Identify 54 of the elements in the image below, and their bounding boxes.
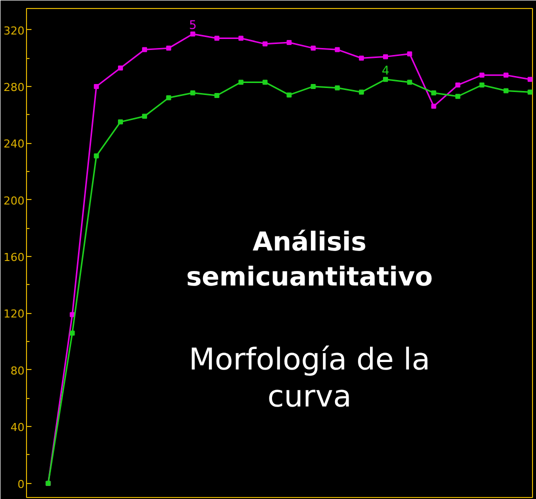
point [383,76,388,82]
point [383,54,388,60]
y-tick-label: 320 [4,24,25,38]
point [528,76,532,82]
point [166,46,172,51]
series-label: 4 [382,63,390,78]
point [503,88,508,94]
point [503,72,508,78]
annotation: Análisis [252,228,366,258]
point [407,51,412,56]
point [286,40,292,46]
point [334,47,340,52]
y-tick-label: 280 [4,80,25,94]
annotation: Morfología de la [188,342,430,378]
point [238,36,244,41]
point [479,82,484,88]
point [455,82,460,88]
y-tick-label: 120 [4,308,25,321]
y-tick-label: 240 [4,138,25,151]
point [262,80,268,85]
point [358,90,364,95]
point [214,93,220,98]
y-tick-label: 200 [4,194,25,208]
point [310,84,316,89]
y-tick-label: 40 [10,421,25,434]
point [142,114,148,119]
point [431,90,436,96]
annotation: curva [268,380,352,414]
y-tick-label: 160 [4,251,25,264]
y-tick-label: 0 [18,478,24,491]
point [190,90,196,96]
point [214,36,220,41]
point [286,92,292,98]
point [334,85,340,90]
point [166,95,172,100]
point [118,119,123,124]
point [94,84,99,89]
point [479,72,484,78]
point [310,46,316,51]
point [94,153,99,158]
y-tick-label: 80 [10,364,25,378]
annotation: semicuantitativo [186,262,433,292]
point [407,80,412,85]
point [431,104,436,109]
point [70,330,75,336]
point [262,41,268,46]
point [190,32,196,37]
point [358,56,364,61]
point [528,90,532,95]
point [118,66,123,71]
point [238,80,244,85]
point [455,94,460,99]
series-label: 5 [188,18,197,32]
point [142,47,148,52]
